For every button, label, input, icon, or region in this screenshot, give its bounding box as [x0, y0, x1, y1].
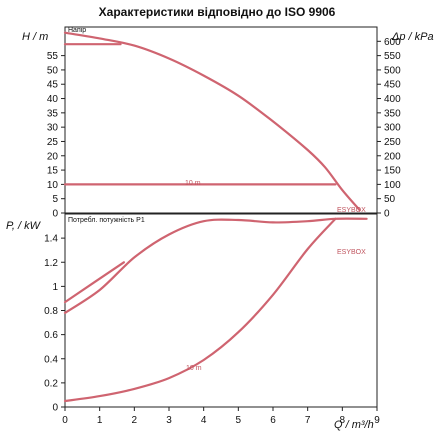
power-curve-max [63, 217, 368, 314]
power-tick-label: 1 [52, 282, 58, 293]
flow-tick-label: 6 [270, 415, 276, 426]
power-panel-frame [64, 213, 378, 408]
head-left-tick-label: 20 [47, 151, 59, 162]
head-esybox-label: ESYBOX [337, 207, 366, 214]
head-right-tick-label: 500 [384, 65, 401, 76]
head-right-tick-label: 50 [384, 194, 396, 205]
power-tick-label: 0.6 [44, 330, 58, 341]
head-left-axis-title: H / m [22, 31, 48, 43]
head-left-tick-label: 50 [47, 65, 59, 76]
head-right-tick-label: 450 [384, 80, 401, 91]
power-tick-label: 0 [52, 403, 58, 414]
power-tick-label: 0.2 [44, 378, 58, 389]
head-left-tick-label: 40 [47, 94, 59, 105]
flow-tick-label: 4 [201, 415, 207, 426]
flow-tick-label: 5 [236, 415, 242, 426]
head-right-tick-label: 250 [384, 137, 401, 148]
head-panel-frame [64, 26, 378, 214]
power-tick-label: 1.2 [44, 258, 58, 269]
power-curve-10m [63, 217, 337, 403]
head-left-tick-label: 10 [47, 180, 59, 191]
head-right-tick-label: 200 [384, 151, 401, 162]
power-ticks: 0 0.2 0.4 0.6 0.8 1 1.2 1.4 [44, 234, 65, 414]
head-left-tick-label: 15 [47, 166, 59, 177]
head-right-tick-label: 400 [384, 94, 401, 105]
flow-tick-label: 0 [62, 415, 68, 426]
power-esybox-label: ESYBOX [337, 249, 366, 256]
head-right-tick-label: 350 [384, 108, 401, 119]
chart-title: Характеристики відповідно до ISO 9906 [99, 5, 336, 19]
head-left-tick-label: 0 [52, 209, 58, 220]
flow-tick-label: 3 [166, 415, 172, 426]
power-tick-label: 1.4 [44, 234, 58, 245]
head-right-ticks: 0 50 100 150 200 250 300 350 400 450 500 550 600 [377, 37, 401, 220]
head-right-tick-label: 300 [384, 123, 401, 134]
head-right-tick-label: 600 [384, 37, 401, 48]
power-axis-title: P, / kW [6, 220, 42, 232]
power-curve-start [63, 261, 125, 304]
power-tick-label: 0.4 [44, 354, 58, 365]
head-panel-label: Напір [68, 26, 86, 34]
flow-tick-label: 9 [374, 415, 380, 426]
head-right-tick-label: 550 [384, 51, 401, 62]
power-panel-label: Потребл. потужність P1 [68, 216, 145, 224]
flow-ticks: 0 1 2 3 4 5 6 7 8 9 [62, 407, 380, 426]
head-left-tick-label: 30 [47, 123, 59, 134]
head-left-tick-label: 25 [47, 137, 59, 148]
head-right-tick-label: 0 [384, 209, 390, 220]
flow-tick-label: 8 [340, 415, 346, 426]
head-left-tick-label: 5 [52, 194, 58, 205]
power-tick-label: 0.8 [44, 306, 58, 317]
head-curve-max [63, 31, 361, 212]
power-10m-label: 10 m [186, 365, 202, 372]
head-right-tick-label: 100 [384, 180, 401, 191]
flow-tick-label: 2 [132, 415, 138, 426]
flow-tick-label: 7 [305, 415, 311, 426]
power-curves [63, 217, 368, 403]
head-10m-label: 10 m [185, 180, 201, 187]
head-left-ticks: 0 5 10 15 20 25 30 35 40 45 50 55 [47, 51, 65, 220]
head-right-tick-label: 150 [384, 166, 401, 177]
head-right-axis-title: Δp / kPa [391, 31, 434, 43]
flow-tick-label: 1 [97, 415, 103, 426]
head-curves [63, 31, 361, 212]
head-left-tick-label: 45 [47, 80, 59, 91]
head-left-tick-label: 55 [47, 51, 59, 62]
head-left-tick-label: 35 [47, 108, 59, 119]
flow-axis-title: Q / m³/h [334, 419, 374, 431]
